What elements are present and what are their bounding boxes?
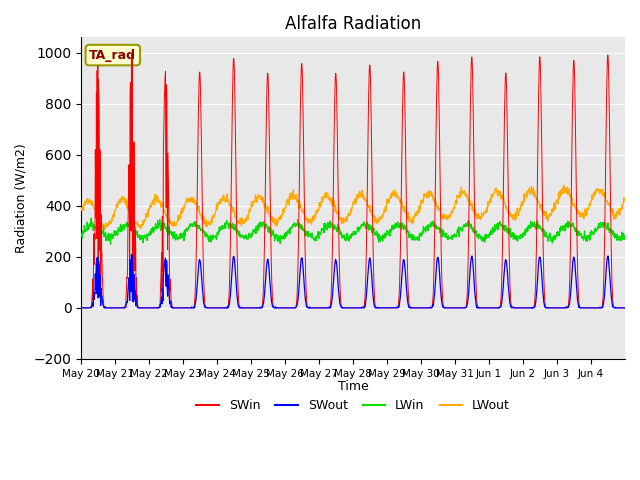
X-axis label: Time: Time [338, 380, 369, 393]
Text: TA_rad: TA_rad [90, 48, 136, 61]
Legend: SWin, SWout, LWin, LWout: SWin, SWout, LWin, LWout [191, 394, 515, 417]
Title: Alfalfa Radiation: Alfalfa Radiation [285, 15, 421, 33]
Y-axis label: Radiation (W/m2): Radiation (W/m2) [15, 143, 28, 253]
